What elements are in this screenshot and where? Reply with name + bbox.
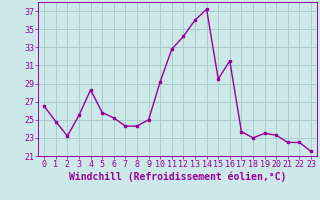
X-axis label: Windchill (Refroidissement éolien,°C): Windchill (Refroidissement éolien,°C) [69,172,286,182]
